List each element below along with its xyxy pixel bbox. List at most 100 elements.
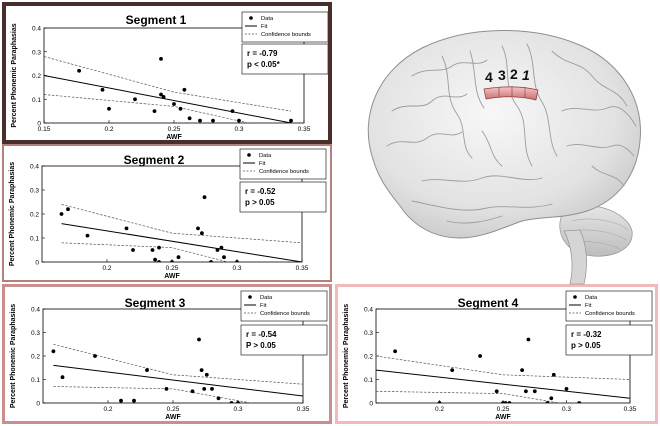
stats-line: p > 0.05 <box>245 198 275 207</box>
data-point <box>159 92 163 97</box>
data-point <box>59 212 64 216</box>
y-tick-label: 0.3 <box>31 330 40 337</box>
y-tick-label: 0.4 <box>31 307 40 314</box>
data-point <box>93 354 97 358</box>
data-point <box>236 401 240 403</box>
data-point <box>564 387 569 391</box>
data-point <box>211 118 215 123</box>
segment-1-panel: 0 0.1 0.2 0.3 0.4 0.15 0.2 0.25 0.3 0.35 Segment 1… <box>2 2 332 144</box>
data-point <box>230 109 235 113</box>
y-tick-label: 0.2 <box>32 73 41 80</box>
data-point <box>520 368 524 372</box>
legend-label: Fit <box>260 303 267 309</box>
plot-content <box>44 56 293 123</box>
y-tick-label: 0.1 <box>30 236 39 243</box>
segment-number-1: 1 <box>522 67 530 83</box>
data-point <box>202 195 207 200</box>
data-point <box>209 260 213 262</box>
legend-box <box>565 290 653 322</box>
data-point <box>60 375 65 380</box>
legend-box <box>240 290 328 322</box>
data-point <box>393 349 397 354</box>
legend-data-marker <box>573 295 577 299</box>
data-point <box>289 118 293 123</box>
x-axis-label: AWF <box>166 134 182 140</box>
data-point <box>170 260 174 262</box>
x-axis-label: AWF <box>165 414 181 421</box>
x-tick-label: 0.35 <box>296 265 309 272</box>
data-point <box>132 398 136 403</box>
data-point <box>222 255 226 260</box>
data-point <box>164 387 169 391</box>
x-tick-label: 0.2 <box>102 265 111 272</box>
legend-label: Confidence bounds <box>261 32 311 38</box>
legend-data-marker <box>247 153 251 157</box>
upper-confidence-bound <box>44 56 292 112</box>
chart-title: Segment 1 <box>126 13 187 27</box>
segment-2-panel: 0 0.1 0.2 0.3 0.4 0.2 0.25 0.3 0.35 Segment 2 AWF P… <box>2 144 332 282</box>
x-tick-label: 0.35 <box>298 126 311 133</box>
data-point <box>551 372 556 377</box>
data-point <box>450 368 455 372</box>
y-tick-label: 0.1 <box>32 97 41 104</box>
data-point <box>216 396 221 401</box>
legend-label: Data <box>259 153 272 159</box>
data-point <box>159 57 163 61</box>
y-tick-label: 0.3 <box>364 330 373 337</box>
chart-title: Segment 2 <box>124 153 185 167</box>
segment-2-chart: 0 0.1 0.2 0.3 0.4 0.2 0.25 0.3 0.35 Segment 2 AWF P… <box>9 148 327 280</box>
segment-3-chart: 0 0.1 0.2 0.3 0.4 0.2 0.25 0.3 0.35 Segment 3 AWF P… <box>10 290 328 421</box>
y-tick-label: 0.3 <box>32 49 41 56</box>
data-point <box>503 401 508 403</box>
x-tick-label: 0.3 <box>232 265 241 272</box>
brain-icon: 4 3 2 1 <box>367 30 641 285</box>
y-tick-label: 0 <box>36 401 40 408</box>
y-tick-label: 0.4 <box>32 26 41 33</box>
fit-line <box>376 369 630 399</box>
legend-box <box>239 148 327 180</box>
chart-title: Segment 3 <box>125 296 186 310</box>
data-point <box>545 401 550 403</box>
y-tick-label: 0 <box>35 260 39 267</box>
legend-data-marker <box>249 16 253 20</box>
x-tick-label: 0.2 <box>103 406 112 413</box>
legend-label: Confidence bounds <box>259 169 309 175</box>
legend-label: Confidence bounds <box>585 311 635 317</box>
legend-label: Fit <box>261 24 268 30</box>
data-point <box>187 116 192 121</box>
plot-content <box>51 337 303 403</box>
stats-line: p > 0.05 <box>571 341 601 350</box>
x-tick-label: 0.35 <box>297 406 310 413</box>
y-axis-label: Percent Phonemic Paraphasias <box>10 304 17 408</box>
data-point <box>190 389 195 394</box>
stats-line: r = -0.54 <box>246 330 277 339</box>
y-tick-label: 0.4 <box>30 164 39 171</box>
x-tick-label: 0.3 <box>233 406 242 413</box>
data-point <box>133 97 137 102</box>
data-point <box>51 349 56 354</box>
data-point <box>494 389 499 394</box>
data-point <box>577 401 582 403</box>
y-axis-label: Percent Phonemic Paraphasias <box>9 162 16 266</box>
stats-line: r = -0.52 <box>245 187 276 196</box>
segment-number-2: 2 <box>510 66 518 82</box>
fit-line <box>53 364 303 397</box>
x-tick-label: 0.2 <box>104 126 113 133</box>
data-point <box>197 337 201 342</box>
data-point <box>202 387 207 391</box>
stats-box <box>241 43 328 75</box>
y-tick-label: 0.3 <box>30 188 39 195</box>
chart-title: Segment 4 <box>458 296 519 310</box>
data-point <box>200 231 204 236</box>
data-point <box>77 68 81 73</box>
fit-line <box>61 223 302 262</box>
stats-box <box>240 324 328 356</box>
data-point <box>437 401 442 403</box>
x-tick-label: 0.25 <box>166 265 179 272</box>
plot-area <box>375 308 631 404</box>
x-tick-label: 0.35 <box>624 406 637 413</box>
stats-line: r = -0.79 <box>247 49 278 58</box>
y-tick-label: 0.2 <box>30 212 39 219</box>
data-point <box>152 109 157 113</box>
data-point <box>524 389 528 394</box>
